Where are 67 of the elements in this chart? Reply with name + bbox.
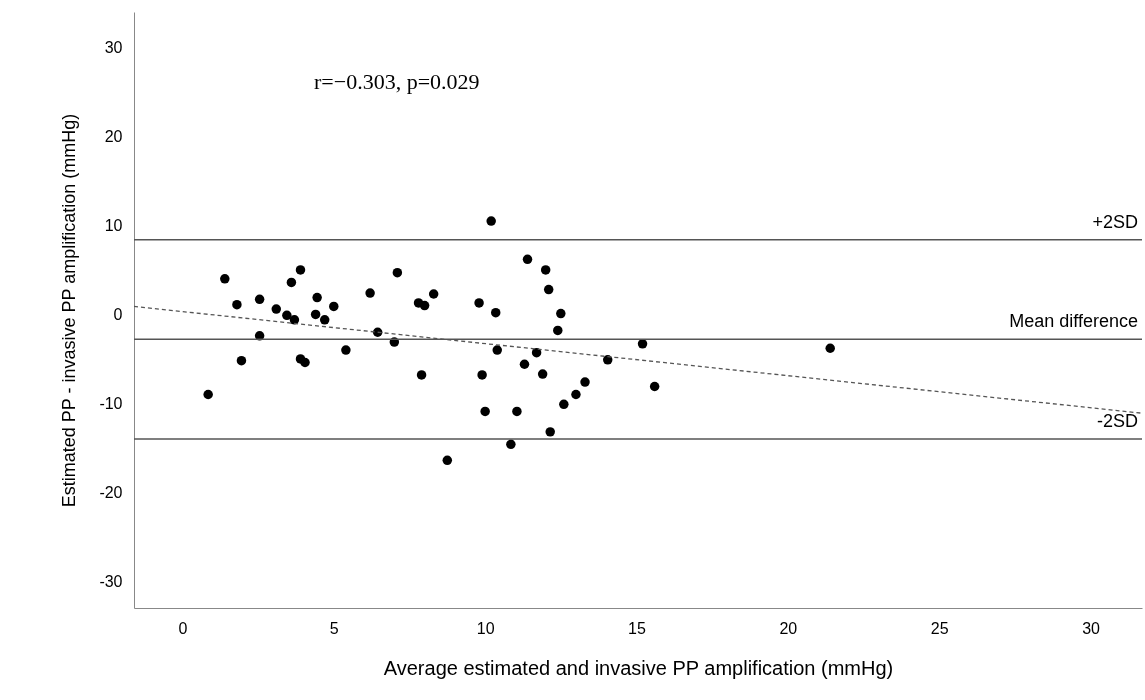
point: [203, 389, 213, 400]
point: [637, 339, 648, 349]
point: [540, 265, 551, 275]
point: [254, 294, 265, 305]
point: [428, 289, 439, 299]
point: [602, 355, 613, 365]
point: [282, 310, 292, 321]
point: [289, 315, 300, 325]
point: [220, 274, 230, 284]
x-tick-label: 10: [476, 619, 495, 637]
point: [519, 359, 530, 369]
point: [537, 369, 548, 379]
point: [286, 277, 297, 288]
point: [492, 345, 502, 355]
point: [490, 307, 501, 318]
x-tick-label: 15: [628, 619, 646, 637]
point: [416, 370, 427, 380]
point: [480, 406, 490, 417]
point: [442, 455, 453, 466]
ref-line-label: +2SD: [1092, 211, 1138, 232]
y-tick-label: 0: [113, 305, 123, 323]
ref-line-label: -2SD: [1096, 410, 1138, 431]
point: [559, 399, 569, 410]
point: [580, 377, 590, 387]
point: [295, 265, 306, 275]
y-tick-label: 10: [104, 216, 123, 234]
x-tick-label: 20: [779, 619, 798, 637]
point: [825, 343, 835, 353]
point: [232, 299, 242, 310]
point: [365, 288, 375, 298]
point: [512, 406, 522, 417]
point: [506, 439, 516, 450]
point: [254, 331, 265, 341]
point: [419, 300, 430, 311]
y-tick-label: 20: [104, 128, 123, 146]
y-tick-label: -20: [99, 483, 123, 501]
y-tick-label: -10: [99, 394, 123, 412]
ref-line-label: Mean difference: [1009, 311, 1138, 332]
point: [300, 357, 310, 368]
point: [649, 381, 660, 392]
x-tick-label: 30: [1082, 619, 1101, 637]
point: [312, 292, 322, 303]
point: [310, 309, 321, 320]
annotation: r=−0.303, p=0.029: [314, 69, 480, 94]
y-axis-title: Estimated PP - invasive PP amplification (mmHg): [59, 113, 80, 508]
x-tick-label: 5: [329, 619, 339, 637]
point: [477, 370, 487, 380]
point: [319, 315, 330, 325]
point: [271, 304, 282, 314]
point: [531, 347, 542, 358]
point: [486, 216, 496, 226]
point: [474, 298, 484, 308]
y-tick-label: 30: [104, 39, 123, 57]
x-axis-title: Average estimated and invasive PP amplification (mmHg): [383, 656, 894, 679]
point: [236, 355, 247, 366]
point: [341, 345, 351, 355]
x-tick-label: 25: [930, 619, 949, 637]
y-tick-label: -30: [99, 572, 123, 590]
point: [392, 267, 403, 278]
point: [522, 254, 533, 265]
point: [543, 284, 554, 295]
point: [329, 301, 339, 312]
point: [545, 427, 555, 437]
point: [556, 308, 566, 319]
x-tick-label: 0: [178, 619, 188, 637]
point: [553, 325, 563, 336]
point: [571, 389, 581, 400]
